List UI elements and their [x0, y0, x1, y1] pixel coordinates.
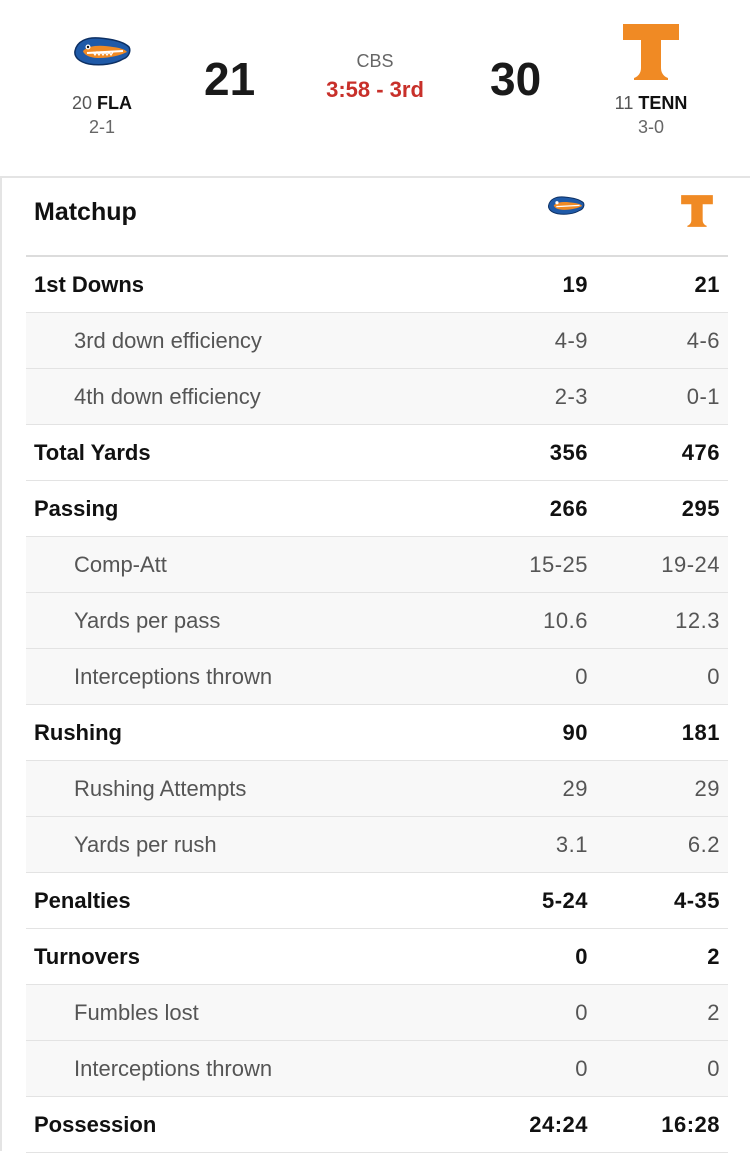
stat-home-value: 0-1: [686, 384, 720, 409]
stat-row: 1st Downs 19 21: [26, 257, 728, 313]
stat-row: Interceptions thrown 0 0: [26, 1041, 728, 1097]
home-record: 3-0: [637, 117, 664, 137]
game-status: CBS 3:58 - 3rd: [300, 50, 450, 103]
stat-away-value: 0: [575, 1000, 588, 1025]
stat-row: Yards per pass 10.6 12.3: [26, 593, 728, 649]
matchup-title: Matchup: [34, 198, 137, 226]
stat-away-value: 0: [575, 664, 588, 689]
stat-label: Passing: [34, 496, 119, 521]
stat-home-value: 476: [681, 440, 720, 465]
stat-row: 3rd down efficiency 4-9 4-6: [26, 313, 728, 369]
stat-home-value: 29: [694, 776, 720, 801]
stat-row: Turnovers 0 2: [26, 929, 728, 985]
stat-home-value: 12.3: [675, 608, 720, 633]
home-team[interactable]: 11 TENN 3-0: [581, 22, 721, 138]
stat-away-value: 356: [549, 440, 588, 465]
stat-home-value: 2: [707, 944, 720, 969]
stat-label: Total Yards: [34, 440, 151, 465]
stat-away-value: 15-25: [529, 552, 588, 577]
stat-label: Interceptions thrown: [74, 664, 273, 689]
stat-away-value: 0: [575, 1056, 588, 1081]
scoreboard: 20 FLA 2-1 21 CBS 3:58 - 3rd 30 11 TENN …: [0, 0, 750, 176]
stat-home-value: 6.2: [687, 832, 720, 857]
tennessee-t-logo-icon: [581, 22, 721, 82]
stat-home-value: 2: [707, 1000, 720, 1025]
stat-row: Passing 266 295: [26, 481, 728, 537]
game-clock: 3:58 - 3rd: [326, 77, 424, 102]
stat-home-value: 21: [694, 272, 720, 297]
stat-row: Rushing 90 181: [26, 705, 728, 761]
network-label: CBS: [356, 51, 394, 71]
stat-label: 3rd down efficiency: [74, 328, 262, 353]
stat-label: Interceptions thrown: [74, 1056, 273, 1081]
stats-rows: 1st Downs 19 21 3rd down efficiency 4-9 4-6 4t…: [26, 257, 728, 1153]
stat-away-value: 2-3: [554, 384, 588, 409]
stat-row: Yards per rush 3.1 6.2: [26, 817, 728, 873]
stat-row: Comp-Att 15-25 19-24: [26, 537, 728, 593]
stat-label: Possession: [34, 1112, 157, 1137]
stat-row: Interceptions thrown 0 0: [26, 649, 728, 705]
gators-column-icon: [546, 192, 586, 225]
stat-label: Fumbles lost: [74, 1000, 199, 1025]
away-record: 2-1: [88, 117, 115, 137]
stat-home-value: 0: [707, 1056, 720, 1081]
stat-away-value: 3.1: [555, 832, 588, 857]
stat-away-value: 4-9: [554, 328, 588, 353]
stat-home-value: 181: [681, 720, 720, 745]
stat-away-value: 24:24: [529, 1112, 588, 1137]
matchup-table: Matchup 1st Downs 19 21 3rd down efficiency…: [26, 178, 728, 1153]
stat-label: Yards per pass: [74, 608, 221, 633]
stat-row: Total Yards 356 476: [26, 425, 728, 481]
stat-away-value: 90: [562, 720, 588, 745]
stat-label: 4th down efficiency: [74, 384, 261, 409]
stat-label: Comp-Att: [74, 552, 167, 577]
matchup-panel: Matchup 1st Downs 19 21 3rd down efficiency…: [0, 176, 750, 1153]
stat-home-value: 295: [681, 496, 720, 521]
matchup-header: Matchup: [26, 178, 728, 257]
stat-label: Rushing: [34, 720, 122, 745]
stat-home-value: 19-24: [661, 552, 720, 577]
stat-away-value: 5-24: [541, 888, 588, 913]
stat-away-value: 10.6: [543, 608, 588, 633]
stat-away-value: 0: [575, 944, 588, 969]
home-rank-line: 11 TENN: [581, 92, 721, 114]
stat-label: 1st Downs: [34, 272, 145, 297]
stat-away-value: 266: [549, 496, 588, 521]
home-score: 30: [490, 53, 542, 105]
tennessee-column-icon: [680, 192, 714, 235]
stat-row: Penalties 5-24 4-35: [26, 873, 728, 929]
stat-home-value: 4-6: [686, 328, 720, 353]
stat-home-value: 0: [707, 664, 720, 689]
stat-label: Yards per rush: [74, 832, 217, 857]
away-score: 21: [204, 53, 256, 105]
stat-home-value: 16:28: [661, 1112, 720, 1137]
stat-row: 4th down efficiency 2-3 0-1: [26, 369, 728, 425]
home-abbr: TENN: [638, 93, 688, 113]
away-rank: 20: [71, 93, 92, 113]
away-team[interactable]: 20 FLA 2-1: [32, 22, 172, 138]
away-rank-line: 20 FLA: [32, 92, 172, 114]
stat-label: Rushing Attempts: [74, 776, 247, 801]
stat-row: Fumbles lost 0 2: [26, 985, 728, 1041]
stat-label: Turnovers: [34, 944, 140, 969]
home-rank: 11: [614, 93, 634, 113]
away-abbr: FLA: [97, 93, 133, 113]
stat-row: Rushing Attempts 29 29: [26, 761, 728, 817]
stat-label: Penalties: [34, 888, 131, 913]
gators-logo-icon: [32, 22, 172, 82]
stat-home-value: 4-35: [673, 888, 720, 913]
stat-row: Possession 24:24 16:28: [26, 1097, 728, 1153]
stat-away-value: 19: [562, 272, 588, 297]
stat-away-value: 29: [562, 776, 588, 801]
